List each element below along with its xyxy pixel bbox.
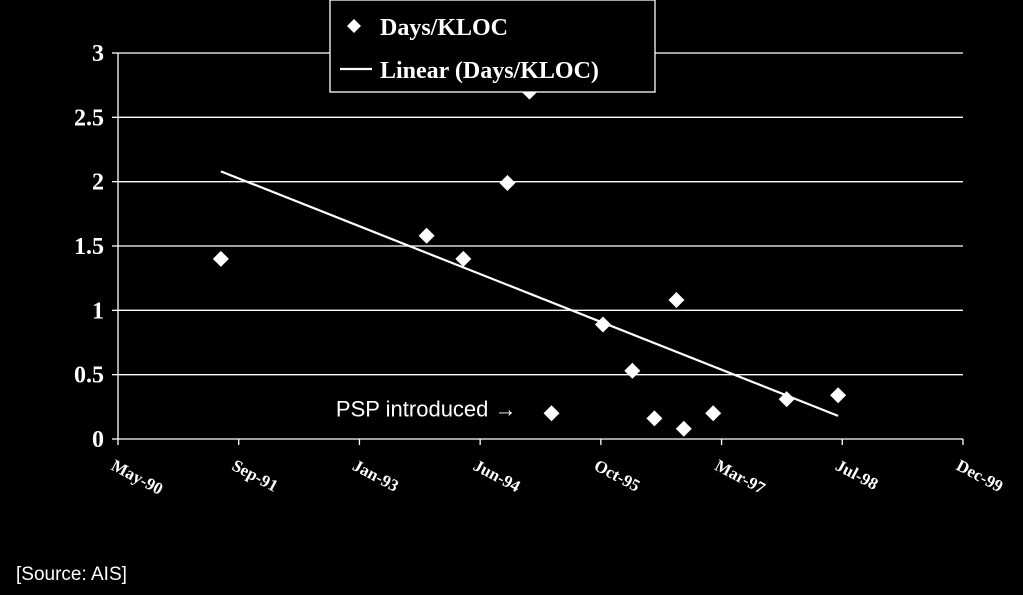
data-point-diamond xyxy=(212,250,229,267)
legend: Days/KLOC Linear (Days/KLOC) xyxy=(329,0,656,93)
legend-diamond-icon xyxy=(347,19,361,33)
data-point-diamond xyxy=(418,227,435,244)
legend-box xyxy=(329,0,656,93)
data-point-diamond xyxy=(594,316,611,333)
trendline xyxy=(220,170,839,417)
data-points xyxy=(212,83,847,437)
y-tick-label: 2 xyxy=(92,170,104,196)
y-tick-label: 2.5 xyxy=(74,105,104,131)
data-point-diamond xyxy=(705,405,722,422)
data-point-diamond xyxy=(543,405,560,422)
data-point-diamond xyxy=(668,292,685,309)
y-tick-labels: 0 0.5 1 1.5 2 2.5 3 xyxy=(74,41,118,453)
y-tick-label: 3 xyxy=(92,41,104,67)
data-point-diamond xyxy=(624,362,641,379)
y-tick-label: 0 xyxy=(92,427,104,453)
legend-label-trend: Linear (Days/KLOC) xyxy=(380,58,599,84)
annotation-text: PSP introduced → xyxy=(336,396,517,421)
data-point-diamond xyxy=(778,391,795,408)
y-tick-label: 1.5 xyxy=(74,234,104,260)
y-tick-label: 0.5 xyxy=(74,363,104,389)
legend-label-points: Days/KLOC xyxy=(380,15,508,41)
data-point-diamond xyxy=(646,410,663,427)
annotation-layer: PSP introduced → xyxy=(336,396,517,421)
data-point-diamond xyxy=(499,174,516,191)
data-point-diamond xyxy=(830,387,847,404)
data-point-diamond xyxy=(675,420,692,437)
data-point-diamond xyxy=(455,250,472,267)
source-note: [Source: AIS] xyxy=(16,564,127,585)
y-tick-label: 1 xyxy=(92,298,104,324)
trendline-layer xyxy=(220,170,839,417)
